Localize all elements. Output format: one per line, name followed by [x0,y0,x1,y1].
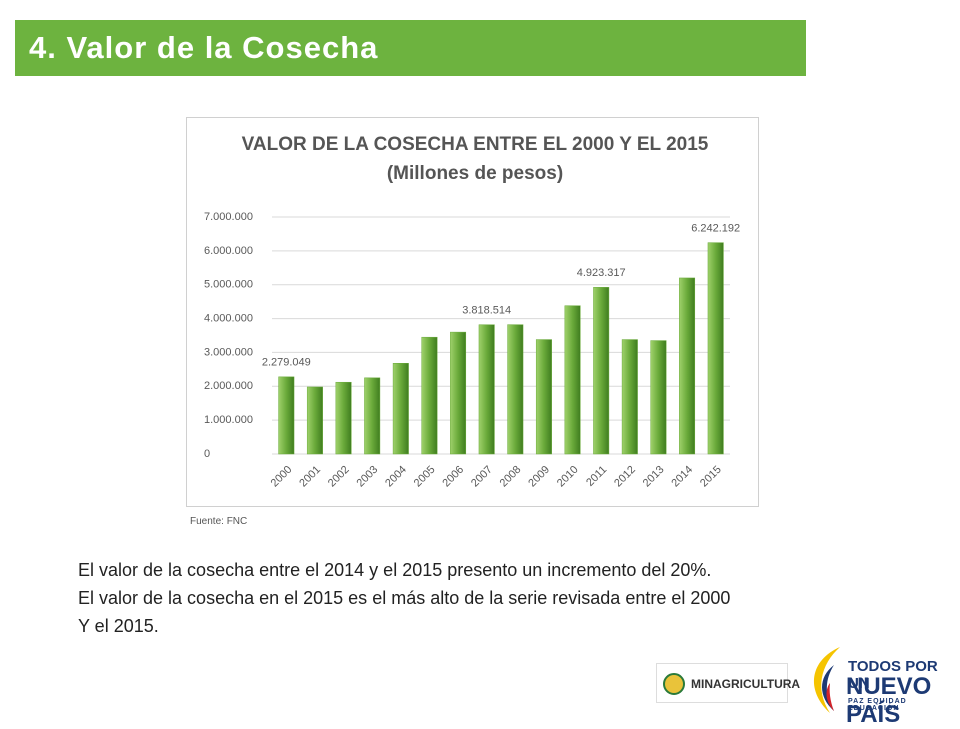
x-tick-label: 2009 [526,464,552,490]
header-bar: 4. Valor de la Cosecha [15,20,806,76]
bar [679,277,696,455]
y-tick-label: 0 [204,448,210,460]
bar [621,339,638,455]
bar [593,287,610,455]
x-tick-label: 2015 [698,464,724,490]
bar [450,331,467,455]
x-tick-label: 2000 [269,464,295,490]
value-label: 3.818.514 [462,305,511,317]
source: Fuente: FNC [190,516,248,527]
value-label: 4.923.317 [577,267,626,279]
x-tick-label: 2006 [440,464,466,490]
value-label: 2.279.049 [262,357,311,369]
value-label: 6.242.192 [691,223,740,235]
x-tick-label: 2007 [469,464,495,490]
bar [335,381,352,455]
chart-frame [186,117,759,507]
bar [421,336,438,455]
x-tick-label: 2012 [612,464,638,490]
y-tick-label: 7.000.000 [204,211,253,223]
x-tick-label: 2011 [584,464,609,489]
x-tick-label: 2003 [355,464,381,490]
y-tick-label: 2.000.000 [204,380,253,392]
y-tick-label: 4.000.000 [204,312,253,324]
bar [306,386,323,455]
bar [364,377,381,455]
y-tick-label: 3.000.000 [204,346,253,358]
ministry-name: MINAGRICULTURA [691,677,801,691]
body-text: El valor de la cosecha entre el 2014 y e… [78,556,730,640]
x-tick-label: 2014 [669,464,695,490]
x-tick-label: 2005 [412,464,438,490]
body-line: El valor de la cosecha en el 2015 es el … [78,588,731,608]
ministry-logo: MINAGRICULTURA [656,663,800,703]
y-tick-label: 6.000.000 [204,245,253,257]
bar [278,376,295,455]
slogan-top: TODOS POR UN [848,658,938,692]
y-tick-label: 1.000.000 [204,414,253,426]
emblem [663,673,685,695]
x-tick-label: 2010 [555,464,581,490]
bar [650,340,667,455]
bar [392,363,409,455]
bar [707,242,724,455]
x-tick-label: 2001 [297,464,323,490]
x-tick-label: 2013 [641,464,667,490]
body-line: El valor de la cosecha entre el 2014 y e… [78,560,712,580]
x-tick-label: 2002 [326,464,352,490]
header-title: 4. Valor de la Cosecha [29,30,379,65]
bar [535,339,552,455]
y-tick-label: 5.000.000 [204,279,253,291]
bar [564,305,581,455]
flag-logo [813,647,840,713]
x-tick-label: 2004 [383,464,409,490]
slogan-sub: PAZ EQUIDAD EDUCACIÓN [848,698,907,712]
bar [507,324,524,455]
bar [478,324,495,455]
x-tick-label: 2008 [498,464,524,490]
chart-title: VALOR DE LA COSECHA ENTRE EL 2000 Y EL 2… [241,134,709,184]
body-line: Y el 2015. [78,616,159,636]
